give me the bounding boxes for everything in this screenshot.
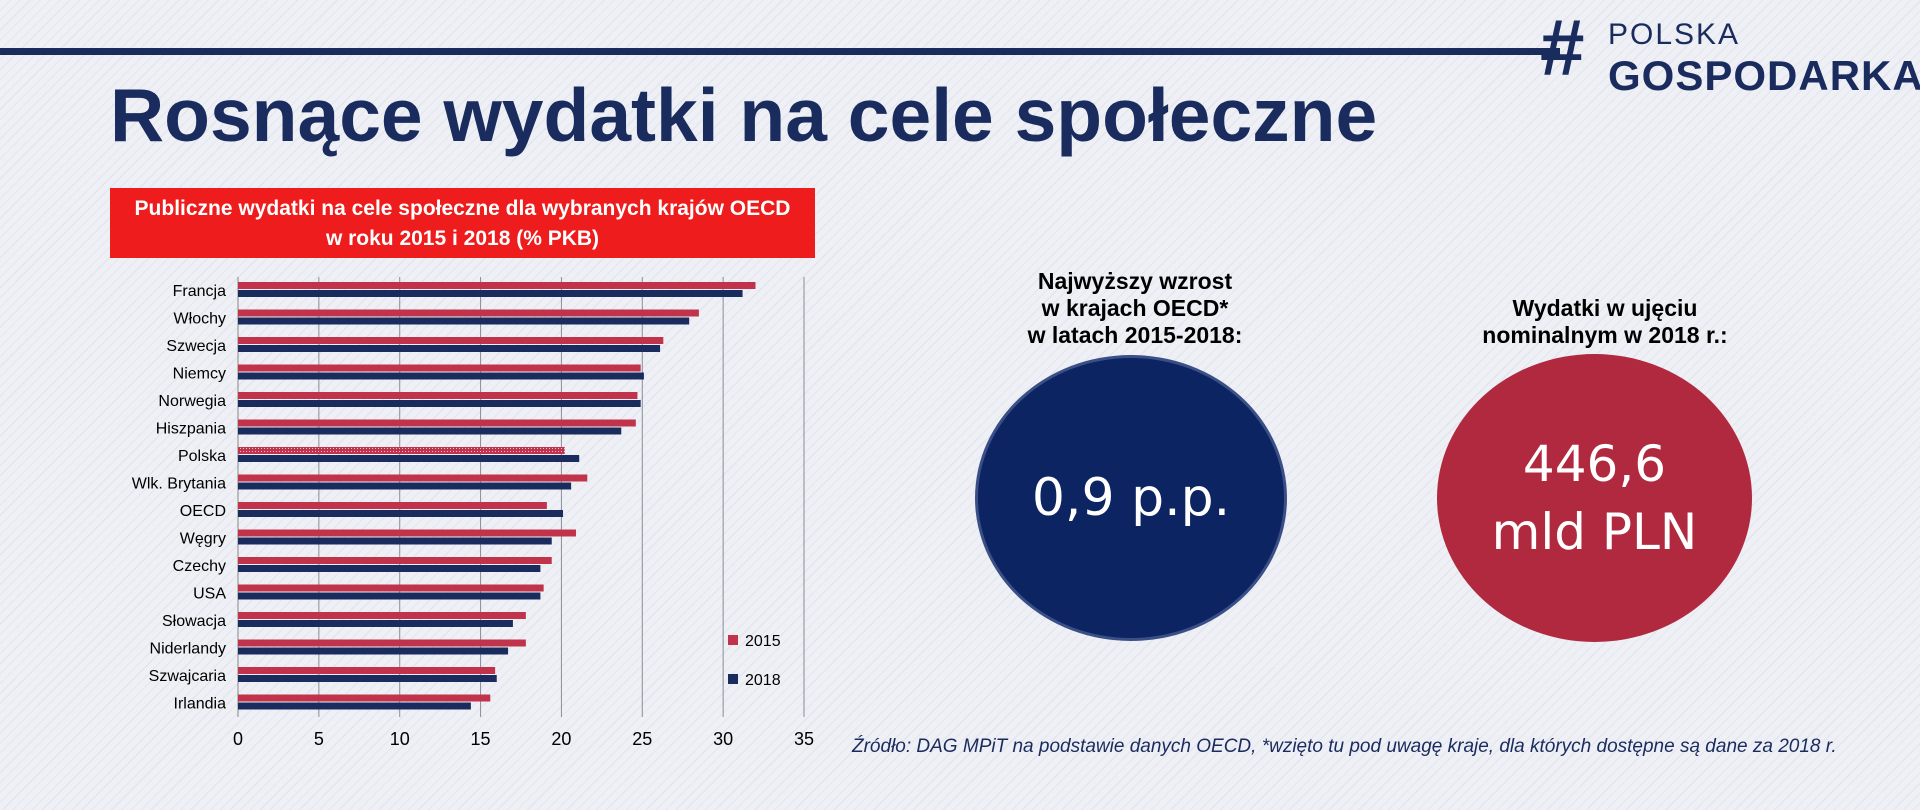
y-tick-label: OECD <box>180 503 226 520</box>
y-tick-label: Węgry <box>180 531 226 548</box>
kpi-nominal-value: 446,6 <box>1522 435 1667 493</box>
y-tick-label: Wlk. Brytania <box>132 476 226 493</box>
y-tick-label: Szwajcaria <box>149 668 226 685</box>
bar-2015 <box>238 337 664 344</box>
bar-2015 <box>238 694 491 702</box>
y-tick-label: Szwecja <box>166 338 226 355</box>
x-tick-label: 30 <box>713 729 733 749</box>
x-tick-label: 20 <box>551 729 571 749</box>
kpi-nominal-unit: mld PLN <box>1491 503 1698 561</box>
bar-2018 <box>238 317 690 325</box>
bar-2018 <box>238 345 661 352</box>
source-note: Źródło: DAG MPiT na podstawie danych OEC… <box>852 736 1837 757</box>
kpi-growth-value: 0,9 p.p. <box>1031 468 1231 528</box>
hash-icon: # <box>1540 3 1585 92</box>
bar-2015 <box>238 557 552 564</box>
legend-swatch-2015 <box>728 635 738 645</box>
chart-title-line-2: w roku 2015 i 2018 (% PKB) <box>325 227 600 250</box>
kpi-growth-heading-line-1: Najwyższy wzrost <box>1037 268 1233 294</box>
x-tick-label: 25 <box>632 729 652 749</box>
x-tick-label: 35 <box>794 729 814 749</box>
bar-2018 <box>238 675 497 682</box>
kpi-nominal-heading-line-1: Wydatki w ujęciu <box>1512 295 1698 321</box>
bar-2018 <box>238 427 622 435</box>
page-title: Rosnące wydatki na cele społeczne <box>110 73 1378 157</box>
bar-2015 <box>238 447 565 454</box>
bar-2018 <box>238 702 471 710</box>
kpi-nominal-heading: Wydatki w ujęciu nominalnym w 2018 r.: <box>1430 295 1780 349</box>
bar-2015 <box>238 364 641 372</box>
header-rule <box>0 48 1560 55</box>
kpi-growth-heading-line-2: w krajach OECD* <box>1041 295 1229 321</box>
y-tick-label: Niemcy <box>173 366 226 383</box>
bar-chart: 0 5 10 15 20 25 30 35 Francja Włochy Szwecja Niemcy… <box>132 277 814 749</box>
bar-2018 <box>238 620 513 627</box>
kpi-growth-heading: Najwyższy wzrost w krajach OECD* w latac… <box>960 268 1310 349</box>
legend-label-2018: 2018 <box>745 672 781 689</box>
bar-2018 <box>238 647 509 655</box>
logo-line-2: GOSPODARKA <box>1608 52 1920 99</box>
bar-2018 <box>238 592 541 600</box>
bar-2018 <box>238 537 552 545</box>
y-tick-label: Polska <box>178 448 226 465</box>
y-tick-label: Norwegia <box>158 393 226 410</box>
y-tick-label: Włochy <box>174 311 226 328</box>
bar-2018 <box>238 565 541 572</box>
bar-2018 <box>238 455 580 462</box>
legend-swatch-2018 <box>728 674 738 684</box>
y-tick-label: Niderlandy <box>150 641 226 658</box>
y-tick-label: USA <box>193 586 226 603</box>
bar-2018 <box>238 482 572 490</box>
bar-2015 <box>238 419 636 427</box>
x-tick-label: 10 <box>390 729 410 749</box>
x-tick-label: 5 <box>314 729 324 749</box>
x-tick-label: 15 <box>471 729 491 749</box>
bar-2015 <box>238 392 638 399</box>
bar-2015 <box>238 667 496 674</box>
chart-title: Publiczne wydatki na cele społeczne dla … <box>110 188 815 258</box>
bar-2015 <box>238 502 547 509</box>
bar-2015 <box>238 529 576 537</box>
y-tick-label: Słowacja <box>162 613 226 630</box>
bar-2015 <box>238 639 526 647</box>
polska-gospodarka-logo: # POLSKA GOSPODARKA <box>1540 8 1920 100</box>
kpi-nominal-heading-line-2: nominalnym w 2018 r.: <box>1482 322 1728 348</box>
logo-line-1: POLSKA <box>1608 18 1741 51</box>
y-tick-label: Hiszpania <box>156 421 226 438</box>
kpi-growth-heading-line-3: w latach 2015-2018: <box>1027 322 1243 348</box>
bar-2018 <box>238 372 644 380</box>
bar-2015 <box>238 584 544 592</box>
x-tick-label: 0 <box>233 729 243 749</box>
chart-title-line-1: Publiczne wydatki na cele społeczne dla … <box>134 197 791 220</box>
bar-2018 <box>238 290 743 297</box>
y-tick-label: Irlandia <box>174 696 227 713</box>
y-tick-label: Francja <box>173 283 226 300</box>
bar-2015 <box>238 612 526 619</box>
bar-2018 <box>238 510 564 517</box>
legend-label-2015: 2015 <box>745 633 781 650</box>
kpi-nominal-circle: 446,6 mld PLN <box>1437 354 1752 642</box>
bar-2018 <box>238 400 641 407</box>
bar-2015 <box>238 474 588 482</box>
bar-2015 <box>238 282 756 289</box>
bar-2015 <box>238 309 699 317</box>
y-tick-label: Czechy <box>173 558 226 575</box>
kpi-growth-circle: 0,9 p.p. <box>975 355 1287 641</box>
